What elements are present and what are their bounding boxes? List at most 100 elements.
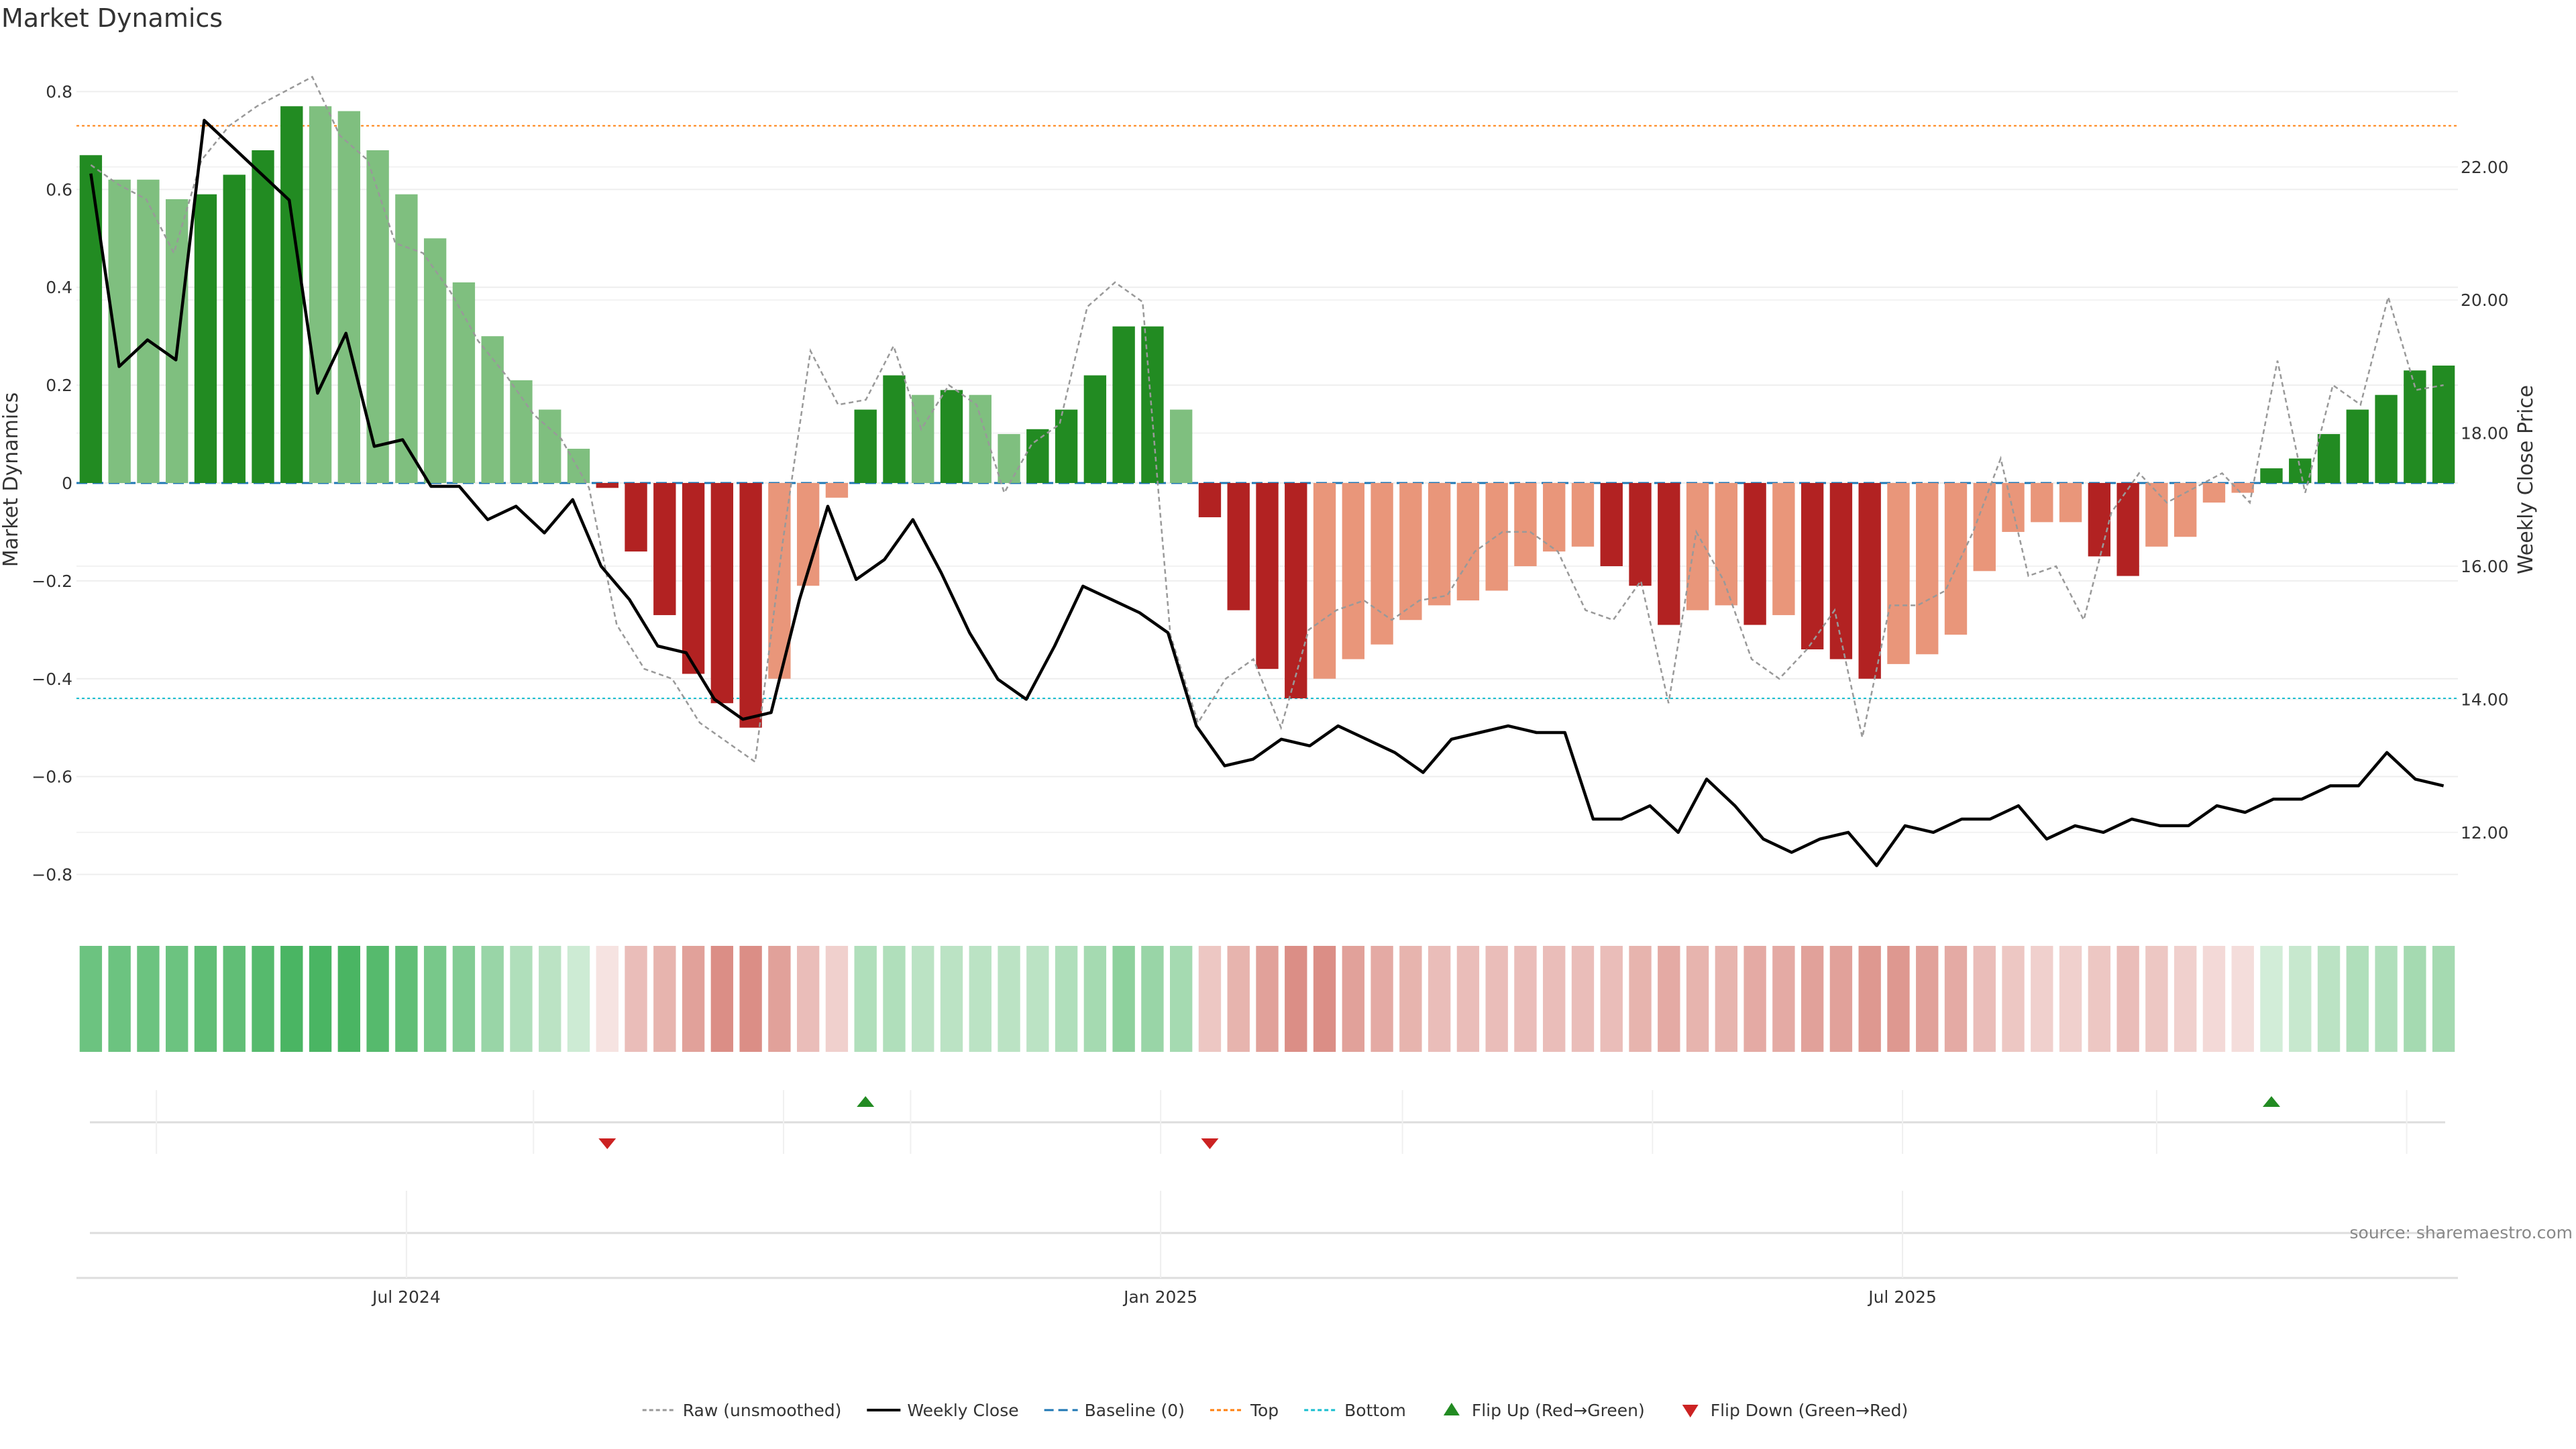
regime-cell bbox=[1944, 946, 1968, 1052]
regime-cell bbox=[309, 946, 332, 1052]
bar bbox=[2375, 394, 2398, 483]
y2-tick-label: 20.00 bbox=[2461, 290, 2509, 310]
flip-down-marker bbox=[598, 1138, 616, 1149]
regime-cell bbox=[1141, 946, 1164, 1052]
regime-cell bbox=[1285, 946, 1307, 1052]
regime-cell bbox=[1571, 946, 1595, 1052]
empty-panel bbox=[76, 1191, 2458, 1279]
regime-cell bbox=[2059, 946, 2082, 1052]
bar bbox=[1485, 483, 1508, 591]
bar bbox=[395, 194, 418, 483]
bar bbox=[1170, 409, 1193, 483]
bar bbox=[2346, 409, 2369, 483]
regime-cell bbox=[1973, 946, 1996, 1052]
bar bbox=[2174, 483, 2197, 537]
regime-cell bbox=[1198, 946, 1222, 1052]
regime-cell bbox=[108, 946, 131, 1052]
bar bbox=[452, 282, 476, 483]
regime-cell bbox=[2231, 946, 2254, 1052]
bar bbox=[1026, 429, 1049, 483]
regime-cell bbox=[1858, 946, 1881, 1052]
regime-cell bbox=[1256, 946, 1279, 1052]
regime-cell bbox=[1112, 946, 1135, 1052]
raw-line bbox=[90, 75, 2444, 764]
bar bbox=[825, 483, 849, 498]
legend-item: Flip Down (Green→Red) bbox=[1682, 1401, 1908, 1420]
bar bbox=[998, 434, 1020, 483]
bar bbox=[539, 409, 561, 483]
regime-cell bbox=[510, 946, 533, 1052]
legend-item: Baseline (0) bbox=[1044, 1401, 1185, 1420]
bar bbox=[1858, 483, 1881, 679]
regime-cell bbox=[79, 946, 103, 1052]
bar bbox=[940, 390, 963, 483]
regime-cell bbox=[1686, 946, 1709, 1052]
regime-cell bbox=[1887, 946, 1910, 1052]
bar bbox=[1629, 483, 1652, 586]
legend-item: Raw (unsmoothed) bbox=[642, 1401, 841, 1420]
bar bbox=[1141, 326, 1164, 483]
regime-cell bbox=[1399, 946, 1422, 1052]
bar bbox=[1772, 483, 1795, 615]
regime-cell bbox=[166, 946, 189, 1052]
y-axis-ticks: 0.8 0.6 0.4 0.2 0 −0.2 −0.4 −0.6 −0.8 bbox=[32, 82, 72, 884]
regime-cell bbox=[2375, 946, 2398, 1052]
regime-cell bbox=[2432, 946, 2455, 1052]
legend-item: Flip Up (Red→Green) bbox=[1443, 1401, 1645, 1420]
legend-label: Top bbox=[1250, 1401, 1279, 1420]
y2-axis-ticks: 12.00 14.00 16.00 18.00 20.00 22.00 bbox=[2461, 158, 2509, 843]
regime-cell bbox=[2202, 946, 2226, 1052]
regime-cell bbox=[1227, 946, 1250, 1052]
bar bbox=[1571, 483, 1595, 547]
y2-tick-label: 18.00 bbox=[2461, 424, 2509, 443]
regime-cell bbox=[1772, 946, 1795, 1052]
bar bbox=[1715, 483, 1738, 606]
bar bbox=[1428, 483, 1451, 606]
regime-cell bbox=[2031, 946, 2053, 1052]
regime-cell bbox=[653, 946, 676, 1052]
bar bbox=[883, 375, 906, 483]
bar bbox=[1743, 483, 1766, 625]
y-axis-label: Market Dynamics bbox=[0, 392, 23, 568]
bar bbox=[567, 448, 590, 483]
bar bbox=[1371, 483, 1393, 645]
legend-flip-down-icon bbox=[1682, 1405, 1699, 1417]
bar bbox=[2031, 483, 2053, 523]
regime-cell bbox=[481, 946, 504, 1052]
regime-cell bbox=[1485, 946, 1508, 1052]
regime-cell bbox=[1313, 946, 1336, 1052]
y2-tick-label: 12.00 bbox=[2461, 823, 2509, 843]
bar bbox=[1543, 483, 1566, 552]
regime-cell bbox=[1342, 946, 1364, 1052]
bar bbox=[1227, 483, 1250, 610]
regime-cell bbox=[710, 946, 734, 1052]
regime-cell bbox=[2317, 946, 2341, 1052]
y-tick-label: 0.4 bbox=[46, 278, 72, 297]
regime-cell bbox=[1600, 946, 1623, 1052]
bar bbox=[252, 150, 274, 483]
legend: Raw (unsmoothed) Weekly Close Baseline (0)… bbox=[642, 1401, 1908, 1420]
legend-label: Flip Up (Red→Green) bbox=[1472, 1401, 1645, 1420]
bar bbox=[137, 179, 160, 483]
bar bbox=[1916, 483, 1939, 655]
regime-cell bbox=[395, 946, 418, 1052]
bar bbox=[2231, 483, 2254, 493]
regime-cell bbox=[1916, 946, 1939, 1052]
bar bbox=[1342, 483, 1364, 659]
regime-cell bbox=[625, 946, 647, 1052]
regime-cell bbox=[137, 946, 160, 1052]
bar bbox=[2145, 483, 2168, 547]
flip-markers-panel bbox=[90, 1090, 2445, 1154]
regime-cell bbox=[596, 946, 619, 1052]
regime-cell bbox=[539, 946, 561, 1052]
bar bbox=[280, 106, 303, 484]
y-tick-label: −0.6 bbox=[32, 767, 72, 787]
regime-cell bbox=[194, 946, 217, 1052]
y2-tick-label: 16.00 bbox=[2461, 557, 2509, 576]
regime-cell bbox=[2088, 946, 2111, 1052]
bar bbox=[1198, 483, 1222, 518]
regime-cell bbox=[2145, 946, 2168, 1052]
regime-cell bbox=[825, 946, 849, 1052]
bar bbox=[481, 336, 504, 483]
